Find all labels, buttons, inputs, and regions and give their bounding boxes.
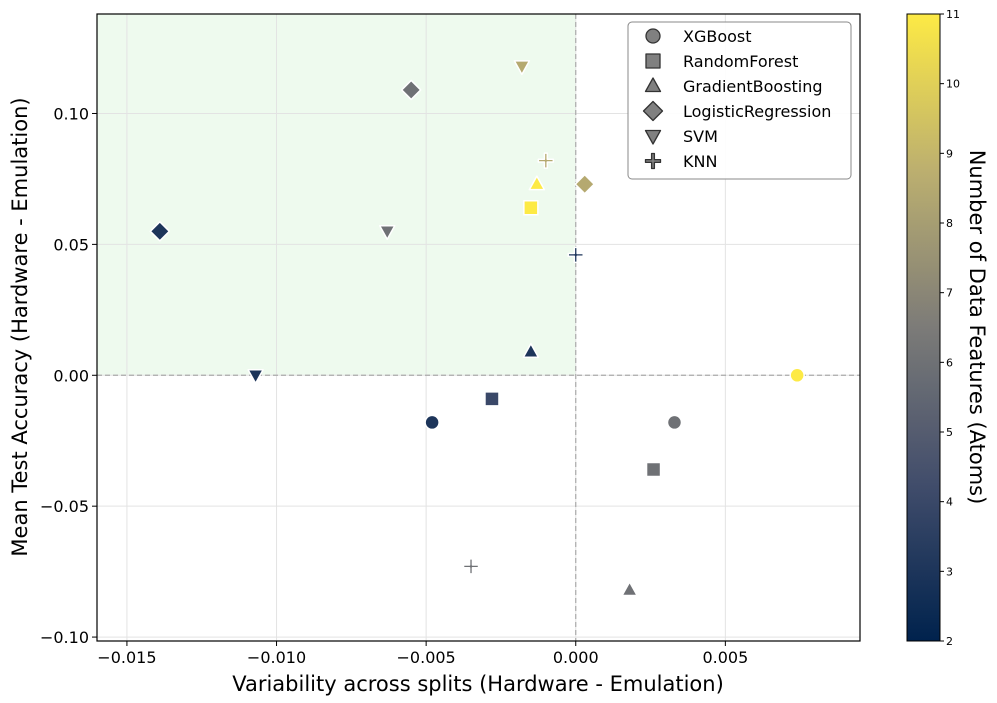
y-tick-label: −0.05 — [40, 497, 89, 516]
x-tick-label: 0.005 — [702, 648, 748, 667]
plot-area: −0.015 −0.010 −0.005 0.000 0.005 −0.10 −0.05 0.… — [40, 13, 861, 667]
legend-marker-logisticregression — [642, 100, 664, 122]
x-tick-label: −0.005 — [397, 648, 456, 667]
legend-label: RandomForest — [683, 52, 798, 71]
data-point-knn — [462, 558, 480, 575]
y-tick-label: 0.05 — [53, 235, 89, 254]
data-point-logisticregression — [149, 221, 171, 242]
colorbar-tick-label: 3 — [946, 565, 953, 578]
colorbar-tick-label: 4 — [946, 496, 953, 509]
data-point-gradientboosting — [528, 175, 546, 191]
colorbar-tick-label: 6 — [946, 356, 953, 369]
data-point-logisticregression — [574, 173, 595, 195]
data-point-gradientboosting — [522, 342, 540, 358]
highlight-region — [97, 14, 576, 376]
data-point-svm — [247, 369, 264, 385]
colorbar-tick-label: 7 — [946, 287, 953, 300]
legend-label: KNN — [683, 152, 717, 171]
legend-label: SVM — [683, 127, 718, 146]
legend-marker-randomforest — [645, 53, 661, 69]
legend-marker-knn — [644, 152, 662, 170]
x-axis-label: Variability across splits (Hardware - Em… — [232, 672, 724, 696]
legend-marker-xgboost — [645, 28, 661, 44]
colorbar-gradient — [906, 13, 941, 642]
x-tick-label: 0.000 — [553, 648, 599, 667]
data-point-svm — [378, 225, 396, 241]
data-point-logisticregression — [400, 79, 422, 101]
colorbar: 2 3 4 5 6 7 8 9 10 11 — [906, 8, 960, 648]
colorbar-tick-label: 11 — [946, 8, 960, 21]
colorbar-tick-label: 8 — [946, 217, 953, 230]
legend-marker-svm — [644, 129, 662, 145]
y-tick-label: 0.10 — [53, 104, 89, 123]
colorbar-tick-label: 5 — [946, 426, 953, 439]
data-point-randomforest — [484, 391, 500, 407]
y-tick-label: 0.00 — [53, 366, 89, 385]
data-point-xgboost — [424, 414, 440, 431]
legend-marker-gradientboosting — [644, 77, 662, 93]
legend: XGBoost RandomForest GradientBoosting Logis… — [627, 21, 852, 180]
legend-label: LogisticRegression — [683, 102, 831, 121]
x-tick-label: −0.015 — [97, 648, 156, 667]
colorbar-label: Number of Data Features (Atoms) — [965, 150, 989, 505]
y-axis-label: Mean Test Accuracy (Hardware - Emulation… — [8, 97, 32, 556]
colorbar-tick-label: 9 — [946, 147, 953, 160]
data-point-svm — [513, 60, 531, 76]
y-tick-label: −0.10 — [40, 628, 89, 647]
colorbar-tick-label: 2 — [946, 635, 953, 648]
data-point-knn — [567, 246, 584, 264]
legend-label: GradientBoosting — [683, 77, 823, 96]
legend-box — [627, 21, 852, 180]
data-point-xgboost — [666, 414, 683, 431]
colorbar-tick-label: 10 — [946, 78, 960, 91]
x-tick-label: −0.010 — [247, 648, 306, 667]
data-point-xgboost — [789, 367, 805, 384]
legend-label: XGBoost — [683, 27, 752, 46]
data-point-randomforest — [523, 199, 539, 216]
data-point-randomforest — [645, 461, 662, 478]
data-point-gradientboosting — [621, 581, 638, 597]
plot-frame — [96, 13, 861, 642]
data-point-knn — [537, 152, 555, 169]
